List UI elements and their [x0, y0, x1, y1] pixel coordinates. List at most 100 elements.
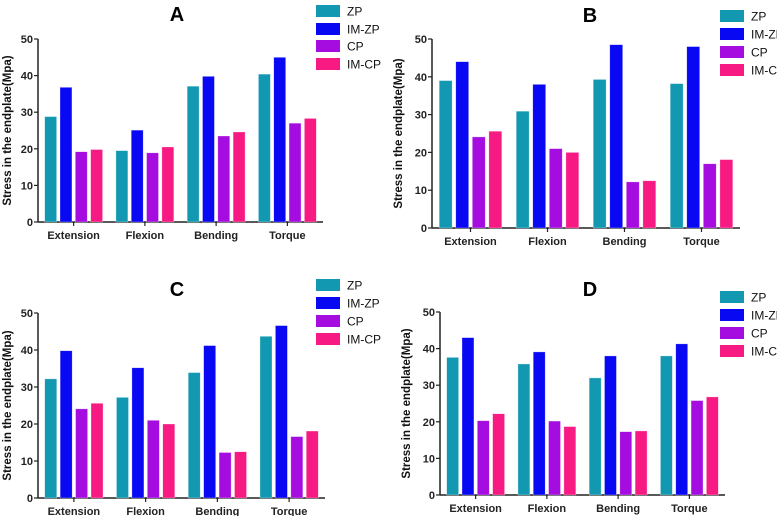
- bar-im-cp-bending: [642, 180, 657, 229]
- legend-swatch-cp: [316, 315, 340, 327]
- bar-zp-extension: [446, 357, 459, 496]
- bar-im-cp-extension: [492, 413, 505, 496]
- legend-swatch-im-zp: [316, 23, 340, 35]
- y-tick-label: 30: [21, 382, 33, 394]
- legend-swatch-im-cp: [720, 345, 744, 357]
- bar-zp-torque: [660, 355, 673, 496]
- legend-label: ZP: [347, 5, 362, 19]
- y-tick-label: 0: [27, 493, 33, 505]
- x-tick-label: Extension: [449, 503, 502, 515]
- bar-zp-torque: [258, 73, 271, 223]
- legend-swatch-im-zp: [316, 297, 340, 309]
- bar-zp-bending: [186, 85, 200, 223]
- bar-im-zp-bending: [609, 44, 623, 229]
- y-axis-label: Stress in the endplate(Mpa): [2, 330, 14, 480]
- bar-im-cp-torque: [304, 118, 317, 223]
- y-tick-label: 50: [415, 34, 427, 46]
- y-tick-label: 50: [21, 34, 33, 46]
- bar-cp-torque: [288, 122, 302, 223]
- legend-label: IM-ZP: [347, 297, 380, 311]
- y-tick-label: 10: [423, 453, 435, 465]
- bar-zp-flexion: [116, 397, 129, 499]
- bar-im-zp-torque: [686, 46, 700, 229]
- bar-im-cp-bending: [634, 430, 648, 496]
- legend-swatch-im-cp: [316, 333, 340, 345]
- x-tick-label: Torque: [671, 503, 707, 515]
- y-tick-label: 30: [415, 110, 427, 122]
- legend-label: CP: [347, 40, 364, 54]
- bar-im-cp-extension: [90, 149, 103, 223]
- legend-label: IM-CP: [751, 64, 777, 78]
- legend-label: ZP: [347, 279, 362, 293]
- bar-cp-extension: [75, 408, 88, 499]
- bar-im-cp-torque: [719, 159, 734, 229]
- legend-label: IM-ZP: [347, 23, 380, 37]
- legend-label: CP: [751, 46, 768, 60]
- y-tick-label: 40: [415, 72, 427, 84]
- bar-im-zp-flexion: [131, 367, 145, 499]
- legend-swatch-zp: [720, 10, 744, 22]
- bar-im-zp-extension: [59, 87, 73, 223]
- legend-label: IM-CP: [347, 333, 381, 347]
- y-tick-label: 10: [415, 185, 427, 197]
- bar-cp-torque: [690, 400, 704, 496]
- bar-im-zp-flexion: [130, 129, 144, 223]
- legend-label: IM-CP: [347, 58, 381, 72]
- x-tick-label: Extension: [47, 230, 100, 242]
- bar-cp-flexion: [549, 148, 563, 229]
- bar-zp-bending: [588, 377, 602, 496]
- bar-im-zp-extension: [59, 350, 73, 499]
- panel-d: D Stress in the endplate(Mpa) 0 10 20 30 40 50 E…: [401, 279, 777, 515]
- bar-im-zp-extension: [455, 61, 469, 229]
- legend-swatch-cp: [720, 327, 744, 339]
- bar-im-zp-flexion: [532, 84, 546, 229]
- y-tick-label: 20: [21, 419, 33, 431]
- x-tick-label: Torque: [269, 230, 305, 242]
- panel-a: A Stress in the endplate(Mpa) 0 10 20 30 40 50 E…: [2, 4, 381, 242]
- bar-cp-bending: [626, 181, 640, 229]
- bar-im-cp-torque: [305, 430, 319, 499]
- bar-im-cp-bending: [232, 131, 246, 223]
- bar-im-cp-extension: [90, 402, 104, 499]
- y-tick-label: 20: [423, 417, 435, 429]
- y-axis-label: Stress in the endplate(Mpa): [393, 58, 405, 208]
- legend-swatch-im-cp: [720, 64, 744, 76]
- bar-im-zp-bending: [203, 345, 216, 499]
- legend-swatch-im-zp: [720, 309, 744, 321]
- y-tick-label: 50: [21, 308, 33, 320]
- panel-title: B: [583, 5, 597, 27]
- x-tick-label: Extension: [444, 236, 497, 248]
- y-tick-label: 10: [21, 180, 33, 192]
- x-tick-label: Flexion: [528, 503, 567, 515]
- y-tick-label: 0: [429, 490, 435, 502]
- bar-zp-torque: [669, 83, 684, 229]
- panel-title: C: [170, 279, 184, 301]
- bar-cp-flexion: [548, 420, 561, 496]
- legend-swatch-zp: [316, 279, 340, 291]
- bar-im-cp-flexion: [565, 152, 580, 229]
- legend-label: IM-ZP: [751, 309, 777, 323]
- bar-im-cp-torque: [706, 396, 719, 496]
- bar-im-zp-torque: [275, 325, 288, 499]
- bar-im-zp-bending: [202, 76, 215, 223]
- legend-swatch-zp: [316, 5, 340, 17]
- y-tick-label: 0: [27, 217, 33, 229]
- x-tick-label: Bending: [596, 503, 640, 515]
- bar-im-cp-flexion: [162, 423, 176, 499]
- bar-cp-bending: [619, 431, 633, 496]
- y-tick-label: 40: [423, 344, 435, 356]
- legend-label: CP: [347, 315, 364, 329]
- legend-swatch-im-cp: [316, 58, 340, 70]
- panel-b: B Stress in the endplate(Mpa) 0 10 20 30 40 50 E…: [393, 5, 777, 248]
- x-tick-label: Torque: [271, 506, 307, 516]
- bar-im-zp-torque: [675, 343, 688, 496]
- y-tick-label: 40: [21, 345, 33, 357]
- bar-zp-bending: [187, 372, 201, 499]
- bar-im-zp-bending: [604, 355, 617, 496]
- legend-swatch-cp: [316, 40, 340, 52]
- bar-cp-torque: [703, 163, 717, 229]
- y-axis-label: Stress in the endplate(Mpa): [2, 55, 14, 205]
- y-tick-label: 30: [21, 107, 33, 119]
- x-tick-label: Bending: [603, 236, 647, 248]
